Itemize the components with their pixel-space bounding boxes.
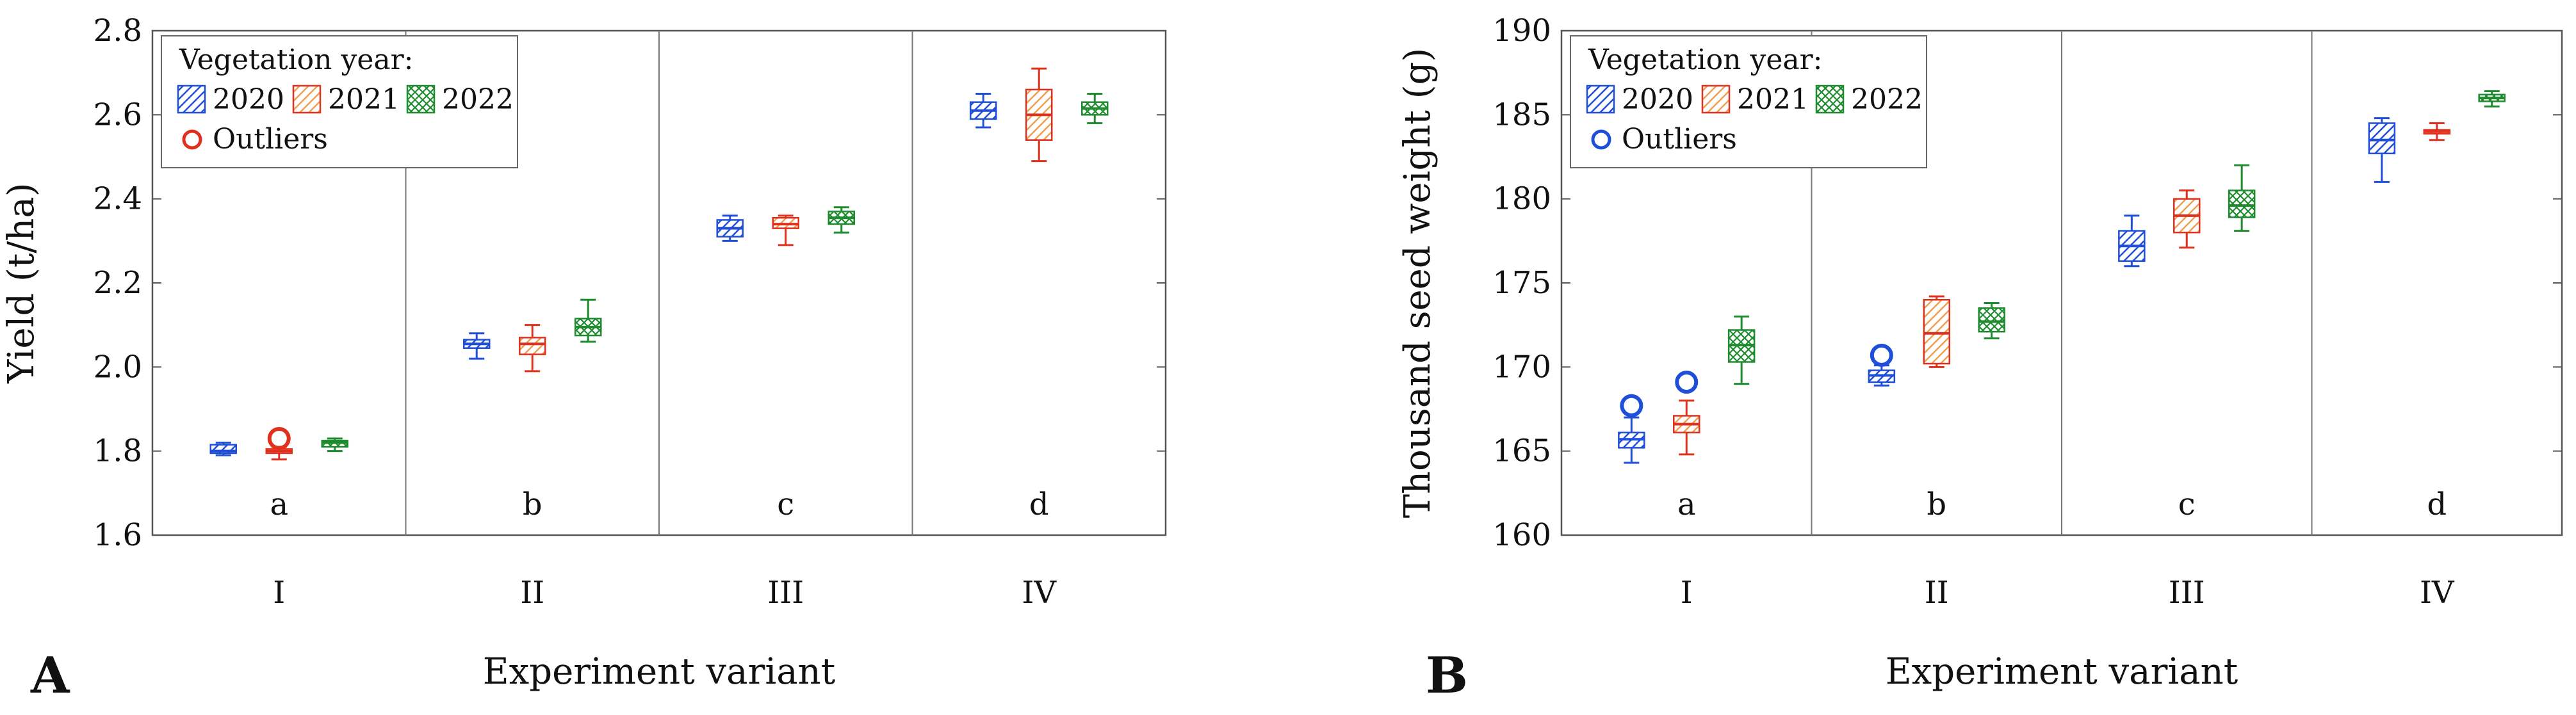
group-letter-label: a [270,486,288,522]
box-plot-2022 [1081,93,1109,124]
hatch-swatch-icon [292,84,322,114]
box-plot-2020 [716,214,744,242]
panel-b-seed-weight-chart: 160 165 170 175 180 185 190 Thousand seed weigh… [1397,13,2563,705]
box-plot-2022 [575,298,602,343]
crosshatch-swatch-icon [406,84,436,114]
legend-entry-label: 2022 [1851,83,1923,116]
x-axis-title: Experiment variant [483,651,836,693]
legend-frame [161,35,518,168]
x-tick-label: III [767,575,804,611]
box-plot-2021 [772,214,799,246]
panel-letter: B [1426,647,1468,705]
box-plot-2020 [1868,343,1896,387]
box-plot-2022 [2478,90,2506,108]
box-plot-2021 [265,426,293,461]
group-letter-label: d [1029,486,1049,522]
panel-letter: A [30,647,70,705]
y-axis-title: Yield (t/ha) [1,182,42,383]
outlier-point [1675,370,1699,394]
box-plot-2021 [519,324,546,373]
legend-title: Vegetation year: [1588,44,1822,76]
legend-frame [1570,35,1927,168]
x-tick-label: IV [1022,575,1057,611]
box-plot-2020 [2118,214,2146,268]
box-plot-2022 [1727,316,1756,385]
panel-a-yield-chart: 1.6 1.8 2.0 2.2 2.4 2.6 2.8 Yield (t/ha) Ia II b II… [1,13,1167,705]
box-plot-2020 [209,442,237,456]
legend-outliers-label: Outliers [213,123,328,156]
outlier-icon [1591,129,1611,150]
x-axis-title: Experiment variant [1886,651,2238,693]
box-plot-2022 [321,437,349,453]
y-tick-label: 170 [1492,349,1551,385]
y-tick-label: 180 [1492,181,1551,217]
x-tick-label: IV [2420,575,2455,611]
outlier-point [1620,394,1643,417]
legend-title: Vegetation year: [179,44,413,76]
y-tick-label: 175 [1492,265,1551,301]
y-axis-title: Thousand seed weight (g) [1397,48,1439,518]
y-tick-label: 2.8 [94,13,142,49]
y-tick-label: 1.6 [94,517,142,553]
box-plot-2021 [1025,67,1053,163]
box-plot-2022 [1978,302,2005,340]
box-iqr [1978,307,2005,333]
box-plot-2020 [969,93,997,129]
box-plot-2020 [462,332,491,360]
outlier-point [1870,343,1893,367]
x-tick-label: I [273,575,285,611]
box-iqr [2228,189,2256,218]
x-tick-label: II [520,575,544,611]
legend: Vegetation year: 2020 2021 2022 Outliers [1570,35,1927,168]
hatch-swatch-icon [177,84,206,114]
y-tick-label: 185 [1492,97,1551,133]
box-plot-2022 [827,206,856,234]
group-letter-label: b [523,486,542,522]
y-tick-label: 2.2 [94,265,142,301]
y-tick-label: 2.0 [94,349,142,385]
y-tick-label: 2.6 [94,97,142,133]
y-tick-label: 165 [1492,433,1551,469]
legend-entry-label: 2022 [442,83,514,116]
legend-entry-label: 2020 [213,83,284,116]
y-tick-label: 160 [1492,517,1551,553]
legend-entry-label: 2021 [328,83,400,116]
box-plot-2021 [2173,189,2201,249]
group-letter-label: b [1927,486,1946,522]
legend-outliers-label: Outliers [1622,123,1737,156]
legend-entry-label: 2020 [1622,83,1693,116]
y-tick-label: 2.4 [94,181,142,217]
outlier-point [267,426,291,450]
group-letter-label: a [1677,486,1696,522]
group-letter-label: c [2178,486,2196,522]
group-letter-label: c [777,486,794,522]
hatch-swatch-icon [1701,84,1731,114]
legend-entry-label: 2021 [1737,83,1809,116]
legend: Vegetation year: 2020 2021 2022 Outliers [161,35,518,168]
y-tick-label: 1.8 [94,433,142,469]
box-iqr [1923,299,1950,365]
x-tick-label: III [2169,575,2205,611]
x-tick-label: II [1925,575,1949,611]
box-plot-2021 [2423,122,2450,141]
crosshatch-swatch-icon [1815,84,1845,114]
box-plot-2020 [1618,394,1645,464]
box-plot-2021 [1923,295,1950,368]
box-plot-2020 [2368,117,2396,183]
box-plot-2021 [1673,370,1700,456]
x-tick-label: I [1681,575,1693,611]
group-letter-label: d [2427,486,2447,522]
hatch-swatch-icon [1586,84,1615,114]
box-iqr [519,337,546,355]
y-tick-label: 190 [1492,13,1551,49]
box-iqr [2368,122,2396,154]
outlier-icon [182,129,202,150]
box-plot-2022 [2228,164,2256,232]
